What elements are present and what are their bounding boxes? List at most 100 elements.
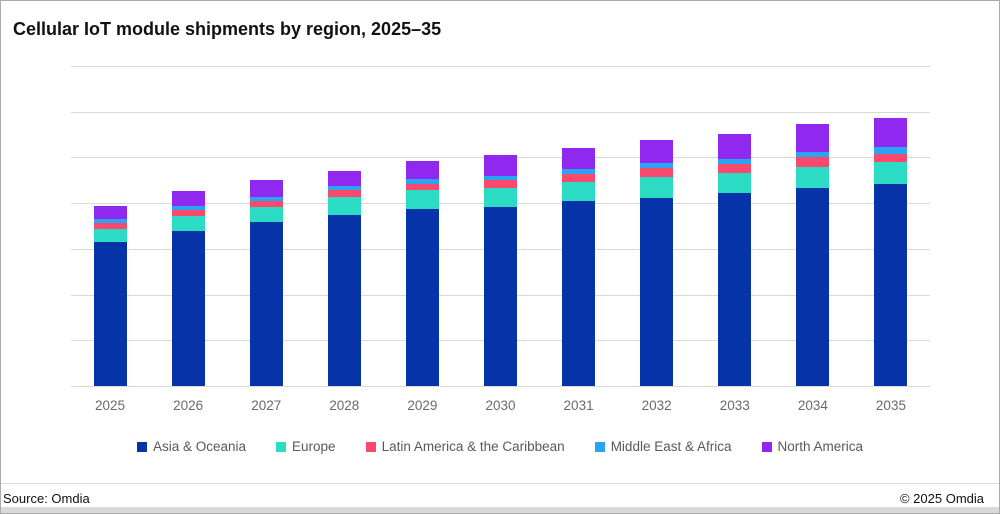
bar-segment [484,187,517,207]
bar-segment [327,170,361,187]
bar-segment [327,197,361,216]
x-axis-label: 2033 [719,398,750,413]
bar-segment [562,200,596,386]
bar-segment [562,147,596,169]
bar-segment [718,164,752,173]
legend-item: Middle East & Africa [594,439,732,454]
bar-segment [562,181,596,201]
footer-divider [1,483,999,484]
legend-item: Europe [276,439,336,454]
legend-item: Latin America & the Caribbean [365,439,565,454]
legend-label: Europe [292,439,336,454]
bar-segment [718,133,752,160]
bar-segment [93,242,127,386]
bar-segment [171,190,205,206]
bar-segment [640,197,674,386]
bar-segment [405,178,439,184]
gridline [71,66,930,67]
x-axis-label: 2032 [641,398,672,413]
bar-segment [405,161,439,179]
bar-segment [171,210,205,216]
legend-swatch-icon [276,441,287,452]
bar-segment [327,190,361,198]
bar-segment [93,222,127,229]
bar-segment [171,205,205,211]
bar-segment [874,162,908,185]
bar-segment [93,228,127,242]
x-axis-label: 2030 [485,398,516,413]
x-axis-label: 2027 [251,398,282,413]
bar-segment [405,209,439,386]
bar-segment [640,168,674,177]
bar-segment [796,124,830,152]
legend-item: Asia & Oceania [136,439,247,454]
x-axis-label: 2026 [173,398,204,413]
gridline [71,111,930,113]
bar-segment [171,231,205,386]
bar-segment [327,186,361,191]
bar-segment [874,117,908,147]
bar-segment [171,215,205,232]
gridline [71,386,930,387]
bar-2033 [718,133,752,386]
bar-segment [327,215,361,386]
bar-2027 [249,180,283,386]
x-axis-label: 2029 [407,398,438,413]
x-axis-label: 2035 [875,398,906,413]
bar-segment [484,175,517,181]
bar-2034 [796,124,830,386]
plot-area [71,66,930,387]
bar-2030 [484,154,517,386]
bar-segment [640,140,674,164]
bar-segment [874,153,908,163]
x-axis-label: 2025 [95,398,126,413]
legend-swatch-icon [594,441,605,452]
bar-segment [484,206,517,386]
x-axis-label: 2031 [563,398,594,413]
bar-segment [249,197,283,202]
bar-segment [874,184,908,386]
bar-2026 [171,190,205,386]
bar-segment [562,168,596,174]
bar-2032 [640,140,674,386]
bar-segment [796,166,830,189]
bar-segment [405,189,439,210]
x-axis-label: 2034 [797,398,828,413]
legend-swatch-icon [136,441,147,452]
bar-segment [249,221,283,386]
bar-segment [484,180,517,188]
footer-strip [1,507,999,513]
bar-segment [874,146,908,154]
legend-swatch-icon [365,441,376,452]
bar-2031 [562,147,596,386]
bar-segment [249,201,283,208]
bar-segment [796,151,830,158]
bar-segment [718,159,752,165]
x-axis-labels: 2025 2026 2027 2028 2029 2030 2031 2032 2033 2034… [71,398,930,418]
legend: Asia & Oceania Europe Latin America & the … [1,439,999,454]
copyright-text: © 2025 Omdia [899,491,984,506]
legend-label: Middle East & Africa [610,439,732,454]
legend-label: Asia & Oceania [152,439,247,454]
source-text: Source: Omdia [3,491,90,506]
bar-2025 [93,205,127,386]
bar-segment [640,176,674,198]
bar-segment [93,205,127,219]
bar-segment [249,180,283,198]
chart-title: Cellular IoT module shipments by region,… [13,19,442,39]
bar-segment [718,192,752,386]
bar-segment [249,207,283,222]
bar-2029 [405,161,439,386]
bar-segment [640,163,674,169]
bar-2028 [327,170,361,386]
legend-label: North America [777,439,864,454]
legend-item: North America [761,439,864,454]
bar-segment [796,188,830,386]
x-axis-label: 2028 [329,398,360,413]
bar-segment [93,218,127,223]
legend-swatch-icon [761,441,772,452]
bar-segment [796,157,830,167]
legend-label: Latin America & the Caribbean [381,439,565,454]
bar-segment [405,183,439,190]
